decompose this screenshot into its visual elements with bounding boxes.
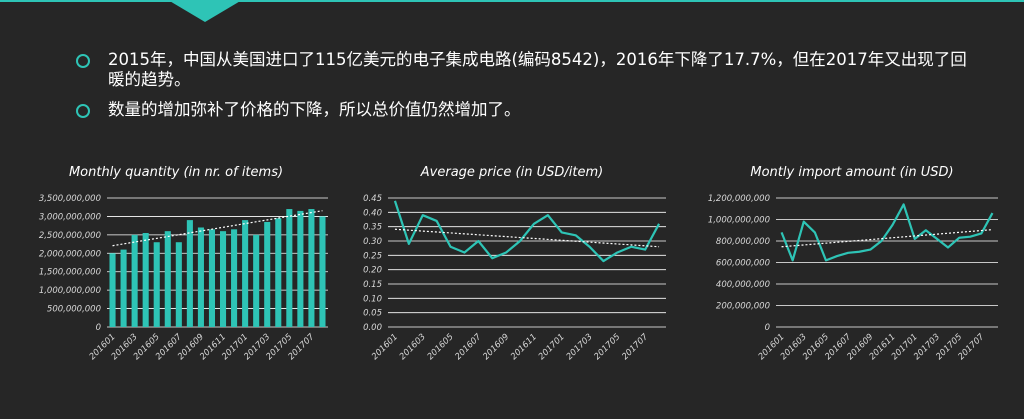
bar <box>286 209 293 327</box>
y-tick-label: 0.05 <box>363 309 382 319</box>
bar <box>264 221 271 327</box>
bar <box>153 242 160 327</box>
y-tick-label: 0.20 <box>363 266 382 276</box>
bar <box>297 210 304 327</box>
y-tick-label: 0.10 <box>363 294 382 304</box>
bar <box>120 249 127 327</box>
top-accent-line <box>0 0 1024 2</box>
y-tick-label: 0 <box>96 323 101 333</box>
circle-bullet-icon <box>76 54 90 68</box>
y-tick-label: 800,000,000 <box>716 237 770 247</box>
x-tick-label: 201601 <box>370 332 400 362</box>
y-tick-label: 0.15 <box>363 280 382 290</box>
x-tick-label: 201605 <box>426 332 456 362</box>
y-tick-label: 0.40 <box>363 208 382 218</box>
y-tick-label: 3,000,000,000 <box>39 212 101 222</box>
bullet-item: 数量的增加弥补了价格的下降，所以总价值仍然增加了。 <box>74 100 974 120</box>
bar <box>142 233 149 327</box>
bar <box>319 216 326 327</box>
bullet-text: 2015年，中国从美国进口了115亿美元的电子集成电路(编码8542)，2016… <box>108 50 967 89</box>
y-tick-label: 1,500,000,000 <box>39 268 101 278</box>
y-tick-label: 0 <box>765 323 770 333</box>
bar <box>242 220 249 327</box>
bar <box>308 209 315 327</box>
chart-title: Montly import amount (in USD) <box>750 165 953 180</box>
trendline <box>112 210 323 247</box>
y-tick-label: 400,000,000 <box>716 280 770 290</box>
chart-svg: Average price (in USD/item) 0.00 0.05 0.10 0… <box>363 165 666 362</box>
y-tick-label: 200,000,000 <box>716 302 770 312</box>
bar <box>186 220 193 327</box>
y-tick-label: 1,000,000,000 <box>39 286 101 296</box>
circle-bullet-icon <box>76 104 90 118</box>
bar <box>208 229 216 327</box>
y-tick-label: 0.45 <box>363 194 382 204</box>
chart-svg: Montly import amount (in USD) 0 200,000,00… <box>708 165 998 362</box>
bar <box>219 231 227 327</box>
y-tick-label: 0.30 <box>363 237 382 247</box>
trendline <box>394 228 660 248</box>
y-tick-label: 0.00 <box>363 323 382 333</box>
y-tick-label: 2,500,000,000 <box>39 231 101 241</box>
bar <box>253 234 260 327</box>
chart-title: Monthly quantity (in nr. of items) <box>69 165 283 180</box>
bar <box>197 227 204 327</box>
y-tick-label: 500,000,000 <box>47 305 101 315</box>
series-line <box>780 203 994 262</box>
x-tick-label: 201603 <box>398 332 428 362</box>
y-tick-label: 2,000,000,000 <box>39 249 101 259</box>
y-tick-label: 0.25 <box>363 251 382 261</box>
y-tick-label: 1,200,000,000 <box>708 194 770 204</box>
y-tick-label: 600,000,000 <box>716 259 770 269</box>
x-tick-label: 201705 <box>592 332 622 362</box>
chart-title: Average price (in USD/item) <box>420 165 603 180</box>
chart-import-amount: Montly import amount (in USD) 0 200,000,00… <box>680 150 1024 419</box>
y-tick-label: 3,500,000,000 <box>39 194 101 204</box>
bar <box>164 231 171 327</box>
bar <box>109 253 116 327</box>
x-tick-label: 201701 <box>537 332 567 362</box>
chart-svg: Monthly quantity (in nr. of items) 0 500,0… <box>39 165 328 362</box>
trendline <box>781 229 993 248</box>
chart-monthly-quantity: Monthly quantity (in nr. of items) 0 500,0… <box>0 150 340 419</box>
x-tick-label: 201607 <box>453 332 483 362</box>
bar <box>131 234 138 327</box>
y-tick-label: 1,000,000,000 <box>708 216 770 226</box>
x-tick-label: 201703 <box>565 332 595 362</box>
bullet-list: 2015年，中国从美国进口了115亿美元的电子集成电路(编码8542)，2016… <box>74 50 974 130</box>
x-tick-label: 201611 <box>509 332 539 362</box>
y-tick-label: 0.35 <box>363 223 382 233</box>
bar <box>275 218 282 327</box>
bullet-text: 数量的增加弥补了价格的下降，所以总价值仍然增加了。 <box>108 100 521 119</box>
chart-average-price: Average price (in USD/item) 0.00 0.05 0.10 0… <box>340 150 680 419</box>
bullet-item: 2015年，中国从美国进口了115亿美元的电子集成电路(编码8542)，2016… <box>74 50 974 90</box>
x-tick-label: 201609 <box>481 332 511 362</box>
series-line <box>393 200 661 263</box>
bar <box>231 229 238 327</box>
x-tick-label: 201707 <box>620 332 650 362</box>
bar <box>175 242 182 327</box>
top-notch-decoration <box>168 0 242 22</box>
